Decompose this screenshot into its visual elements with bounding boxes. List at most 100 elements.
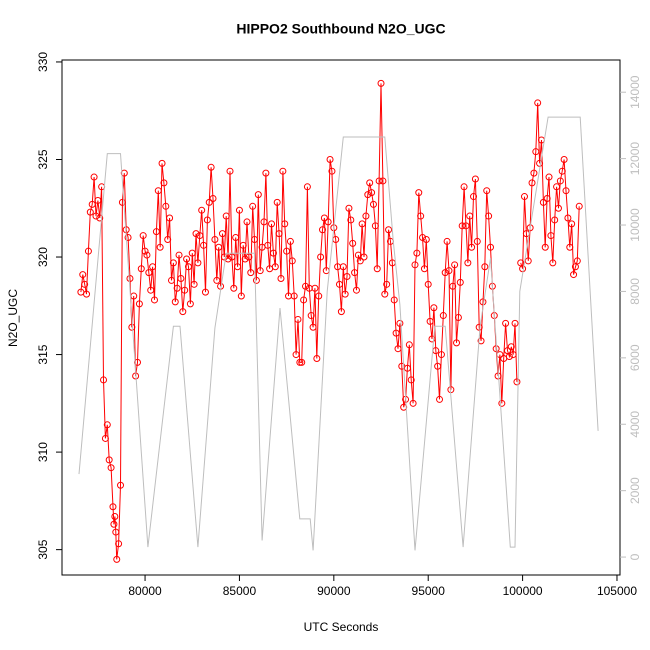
data-point [573, 257, 581, 265]
data-point [470, 193, 478, 201]
data-point [568, 220, 576, 228]
data-point [181, 286, 189, 294]
data-point [228, 253, 236, 261]
data-point [237, 292, 245, 300]
data-point [262, 169, 270, 177]
data-point [560, 155, 568, 163]
data-point [360, 253, 368, 261]
data-point [251, 235, 259, 243]
data-point [394, 345, 402, 353]
data-point [471, 175, 479, 183]
data-point [375, 177, 383, 185]
data-point [554, 204, 562, 212]
data-point [147, 286, 155, 294]
data-point [134, 358, 142, 366]
data-point [162, 202, 170, 210]
data-point [524, 257, 532, 265]
chart-title: HIPPO2 Southbound N2O_UGC [236, 21, 445, 37]
data-point [94, 196, 102, 204]
data-point [449, 282, 457, 290]
data-point [369, 200, 377, 208]
data-point [324, 218, 332, 226]
data-point [152, 228, 160, 236]
data-point [319, 226, 327, 234]
data-point [101, 434, 109, 442]
data-point [167, 276, 175, 284]
data-point [137, 265, 145, 273]
data-point [96, 214, 104, 222]
data-point [205, 198, 213, 206]
data-point [320, 214, 328, 222]
data-point [570, 271, 578, 279]
data-point [311, 284, 319, 292]
data-point [166, 214, 174, 222]
data-point [511, 319, 519, 327]
data-point [483, 187, 491, 195]
data-point [454, 314, 462, 321]
data-point [203, 216, 211, 224]
data-point [254, 191, 262, 199]
data-point [377, 79, 385, 87]
data-point [453, 339, 461, 347]
data-point [232, 234, 240, 242]
x-tick-label: 80000 [128, 584, 162, 598]
y2-tick-label: 0 [628, 553, 642, 560]
data-point [456, 278, 464, 286]
data-point [109, 503, 117, 511]
data-point [356, 257, 364, 265]
data-point [475, 323, 483, 331]
data-point [271, 263, 279, 271]
data-point [396, 319, 404, 327]
data-point [358, 220, 366, 228]
data-point [417, 212, 425, 220]
data-point [383, 280, 391, 288]
data-point [201, 288, 209, 296]
data-point [103, 421, 111, 429]
data-point [164, 235, 172, 243]
data-point [441, 269, 449, 277]
data-point [430, 304, 438, 312]
data-point [249, 202, 257, 210]
data-point [547, 232, 555, 240]
data-point [112, 528, 120, 536]
data-point [553, 183, 561, 191]
data-point [481, 263, 489, 271]
data-point [443, 237, 451, 245]
data-point [117, 481, 125, 489]
data-point [460, 183, 468, 191]
data-point [160, 179, 168, 187]
data-point [209, 195, 217, 203]
data-point [566, 243, 574, 251]
data-point [413, 249, 421, 257]
data-point [79, 271, 87, 279]
x-tick-label: 100000 [503, 584, 543, 598]
data-point [507, 343, 515, 351]
data-point [407, 376, 415, 384]
data-point [115, 540, 123, 548]
data-point [277, 274, 285, 282]
x-tick-label: 105000 [597, 584, 637, 598]
data-point [169, 259, 177, 267]
data-point [536, 159, 544, 167]
data-point [541, 243, 549, 251]
data-point [156, 243, 164, 251]
data-point [198, 206, 206, 214]
data-point [458, 222, 466, 230]
data-point [509, 351, 517, 359]
data-point [288, 257, 296, 265]
data-point [379, 177, 387, 185]
data-point [534, 99, 542, 107]
data-point [171, 298, 179, 306]
y-tick-label: 320 [36, 247, 50, 267]
data-point [513, 378, 521, 386]
data-point [179, 308, 187, 316]
data-point [307, 312, 315, 320]
data-point [411, 261, 419, 269]
y-axis-label: N2O_UGC [6, 289, 20, 347]
data-point [437, 351, 445, 359]
data-point [192, 230, 200, 238]
data-point [337, 308, 345, 316]
data-point [113, 555, 121, 563]
data-point [315, 292, 323, 300]
